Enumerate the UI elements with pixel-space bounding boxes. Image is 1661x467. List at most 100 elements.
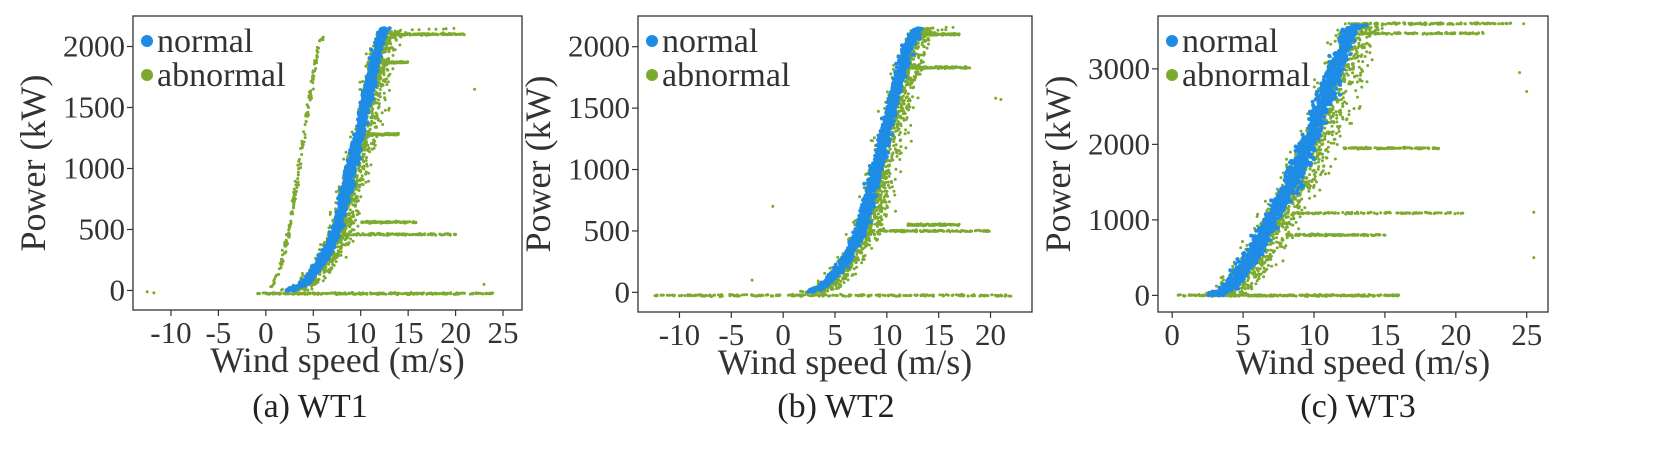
abnormal-point xyxy=(289,212,293,216)
abnormal-point xyxy=(359,195,363,199)
normal-point xyxy=(322,247,326,252)
normal-point xyxy=(293,285,298,290)
abnormal-point xyxy=(311,74,315,77)
abnormal-point xyxy=(431,292,435,296)
abnormal-point xyxy=(371,112,375,116)
abnormal-point xyxy=(394,291,398,295)
abnormal-point xyxy=(316,291,320,295)
abnormal-point xyxy=(887,174,891,178)
abnormal-point xyxy=(885,204,889,208)
abnormal-point xyxy=(292,203,296,207)
abnormal-point xyxy=(436,292,440,295)
abnormal-point xyxy=(357,189,361,192)
normal-point xyxy=(330,249,335,254)
abnormal-point xyxy=(372,133,376,137)
abnormal-point xyxy=(354,203,357,207)
abnormal-point xyxy=(358,80,362,84)
abnormal-point xyxy=(433,32,437,36)
normal-point xyxy=(361,89,365,94)
abnormal-point xyxy=(323,240,327,244)
abnormal-point xyxy=(913,78,917,82)
abnormal-point xyxy=(387,88,391,92)
abnormal-point xyxy=(358,88,362,91)
normal-point xyxy=(374,37,379,42)
abnormal-point xyxy=(414,292,418,296)
abnormal-point xyxy=(319,243,323,247)
normal-point xyxy=(346,179,351,184)
abnormal-point xyxy=(890,185,894,189)
abnormal-point xyxy=(903,132,907,136)
abnormal-point xyxy=(357,167,361,170)
abnormal-point xyxy=(940,28,944,32)
abnormal-point xyxy=(876,237,879,241)
abnormal-point xyxy=(906,131,910,135)
abnormal-point xyxy=(394,219,398,223)
abnormal-point xyxy=(444,27,448,31)
abnormal-point xyxy=(351,291,355,295)
abnormal-point xyxy=(310,287,314,291)
abnormal-point xyxy=(452,26,456,30)
abnormal-point xyxy=(302,130,306,134)
abnormal-point xyxy=(345,232,349,236)
legend-marker-abnormal xyxy=(141,69,153,81)
abnormal-point xyxy=(404,232,408,236)
abnormal-point xyxy=(297,159,301,163)
abnormal-point xyxy=(355,213,359,217)
abnormal-point xyxy=(261,291,265,295)
abnormal-point xyxy=(383,78,387,82)
abnormal-point xyxy=(349,237,353,241)
abnormal-point xyxy=(296,170,300,174)
abnormal-point xyxy=(458,32,462,36)
abnormal-point xyxy=(904,146,908,150)
normal-point xyxy=(369,47,374,52)
abnormal-point xyxy=(334,260,338,264)
normal-point xyxy=(352,140,357,145)
abnormal-point xyxy=(351,198,355,202)
abnormal-point xyxy=(380,111,384,115)
abnormal-point xyxy=(387,108,391,112)
abnormal-point xyxy=(920,41,924,45)
abnormal-point xyxy=(361,80,364,83)
abnormal-point xyxy=(292,190,296,194)
abnormal-point xyxy=(345,242,349,246)
abnormal-point xyxy=(418,33,422,37)
abnormal-point xyxy=(909,123,913,127)
abnormal-point xyxy=(906,92,910,96)
normal-point xyxy=(346,189,351,194)
normal-point xyxy=(341,181,346,186)
abnormal-point xyxy=(347,218,351,222)
abnormal-point xyxy=(310,284,313,288)
normal-point xyxy=(373,50,378,55)
normal-point xyxy=(347,151,352,156)
abnormal-point xyxy=(903,112,907,116)
normal-point xyxy=(325,238,330,243)
abnormal-point xyxy=(295,190,298,193)
abnormal-point xyxy=(308,98,312,102)
abnormal-point xyxy=(351,210,355,214)
normal-point xyxy=(370,66,375,71)
abnormal-point xyxy=(394,132,398,136)
abnormal-point xyxy=(354,218,358,222)
abnormal-point xyxy=(384,221,387,225)
abnormal-point xyxy=(377,292,381,296)
abnormal-point xyxy=(899,170,903,174)
abnormal-point xyxy=(293,179,297,183)
abnormal-point xyxy=(364,233,368,237)
abnormal-point xyxy=(350,130,354,134)
abnormal-point xyxy=(885,189,889,193)
normal-point xyxy=(352,152,357,157)
abnormal-point xyxy=(420,292,424,296)
abnormal-point xyxy=(880,190,884,194)
abnormal-point xyxy=(388,220,392,224)
abnormal-point xyxy=(373,292,377,295)
abnormal-point xyxy=(382,59,386,63)
normal-point xyxy=(379,30,384,35)
normal-point xyxy=(365,88,370,93)
abnormal-point xyxy=(382,133,386,137)
abnormal-point xyxy=(343,229,347,233)
abnormal-point xyxy=(888,172,892,175)
abnormal-point xyxy=(912,85,916,89)
abnormal-point xyxy=(927,42,930,46)
abnormal-point xyxy=(856,256,860,260)
